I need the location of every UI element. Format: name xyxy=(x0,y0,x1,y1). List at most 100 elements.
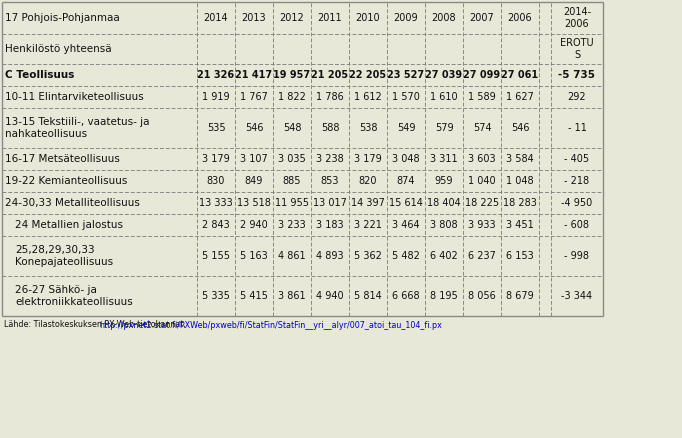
Text: 1 767: 1 767 xyxy=(240,92,268,102)
Text: 5 163: 5 163 xyxy=(240,251,268,261)
Text: 2012: 2012 xyxy=(280,13,304,23)
Text: 23 527: 23 527 xyxy=(387,70,425,80)
Text: 3 451: 3 451 xyxy=(506,220,534,230)
Bar xyxy=(2,2,603,316)
Text: 6 668: 6 668 xyxy=(392,291,420,301)
Text: 874: 874 xyxy=(397,176,415,186)
Text: 17 Pohjois-Pohjanmaa: 17 Pohjois-Pohjanmaa xyxy=(5,13,120,23)
Text: -5 735: -5 735 xyxy=(559,70,595,80)
Text: 13-15 Tekstiili-, vaatetus- ja
nahkateollisuus: 13-15 Tekstiili-, vaatetus- ja nahkateol… xyxy=(5,117,149,139)
Text: 1 610: 1 610 xyxy=(430,92,458,102)
Text: 8 679: 8 679 xyxy=(506,291,534,301)
Text: 16-17 Metsäteollisuus: 16-17 Metsäteollisuus xyxy=(5,154,120,164)
Text: 2006: 2006 xyxy=(507,13,533,23)
Text: 2014: 2014 xyxy=(204,13,228,23)
Text: 1 040: 1 040 xyxy=(468,176,496,186)
Text: 18 404: 18 404 xyxy=(427,198,461,208)
Text: 5 415: 5 415 xyxy=(240,291,268,301)
Text: 24 Metallien jalostus: 24 Metallien jalostus xyxy=(15,220,123,230)
Text: 849: 849 xyxy=(245,176,263,186)
Text: - 998: - 998 xyxy=(565,251,589,261)
Text: 3 464: 3 464 xyxy=(392,220,420,230)
Text: 959: 959 xyxy=(434,176,454,186)
Text: 5 335: 5 335 xyxy=(202,291,230,301)
Text: 3 584: 3 584 xyxy=(506,154,534,164)
Text: 19-22 Kemianteollisuus: 19-22 Kemianteollisuus xyxy=(5,176,128,186)
Text: 292: 292 xyxy=(567,92,587,102)
Text: 5 482: 5 482 xyxy=(392,251,420,261)
Text: 6 402: 6 402 xyxy=(430,251,458,261)
Text: -3 344: -3 344 xyxy=(561,291,593,301)
Text: 2009: 2009 xyxy=(394,13,418,23)
Text: 3 035: 3 035 xyxy=(278,154,306,164)
Text: 5 814: 5 814 xyxy=(354,291,382,301)
Text: 18 283: 18 283 xyxy=(503,198,537,208)
Text: Lähde: Tilastokeskuksen PX-Web-tietokannat,: Lähde: Tilastokeskuksen PX-Web-tietokann… xyxy=(4,321,188,329)
Text: 885: 885 xyxy=(283,176,301,186)
Text: 25,28,29,30,33
Konepajateollisuus: 25,28,29,30,33 Konepajateollisuus xyxy=(15,245,113,267)
Text: 4 861: 4 861 xyxy=(278,251,306,261)
Text: 1 589: 1 589 xyxy=(468,92,496,102)
Text: - 11: - 11 xyxy=(567,123,587,133)
Text: 1 919: 1 919 xyxy=(202,92,230,102)
Text: 3 048: 3 048 xyxy=(392,154,420,164)
Text: EROTU
S: EROTU S xyxy=(560,38,594,60)
Text: 4 940: 4 940 xyxy=(316,291,344,301)
Text: 1 048: 1 048 xyxy=(506,176,534,186)
Text: 538: 538 xyxy=(359,123,377,133)
Text: 3 238: 3 238 xyxy=(316,154,344,164)
Text: 6 153: 6 153 xyxy=(506,251,534,261)
Text: 8 195: 8 195 xyxy=(430,291,458,301)
Text: -4 950: -4 950 xyxy=(561,198,593,208)
Text: 1 612: 1 612 xyxy=(354,92,382,102)
Text: - 608: - 608 xyxy=(565,220,589,230)
Text: 2 940: 2 940 xyxy=(240,220,268,230)
Text: 2013: 2013 xyxy=(241,13,266,23)
Text: 2014-
2006: 2014- 2006 xyxy=(563,7,591,29)
Text: 820: 820 xyxy=(359,176,377,186)
Text: 548: 548 xyxy=(283,123,301,133)
Text: 14 397: 14 397 xyxy=(351,198,385,208)
Text: 21 205: 21 205 xyxy=(312,70,349,80)
Text: 3 179: 3 179 xyxy=(202,154,230,164)
Text: 3 933: 3 933 xyxy=(468,220,496,230)
Text: 15 614: 15 614 xyxy=(389,198,423,208)
Text: Henkilöstö yhteensä: Henkilöstö yhteensä xyxy=(5,44,112,54)
Text: 1 627: 1 627 xyxy=(506,92,534,102)
Text: http://pxnet2.stat.fi/PXWeb/pxweb/fi/StatFin/StatFin__yri__alyr/007_atoi_tau_104: http://pxnet2.stat.fi/PXWeb/pxweb/fi/Sta… xyxy=(99,321,442,329)
Text: 3 179: 3 179 xyxy=(354,154,382,164)
Text: 830: 830 xyxy=(207,176,225,186)
Text: 13 017: 13 017 xyxy=(313,198,347,208)
Text: - 218: - 218 xyxy=(565,176,589,186)
Text: 13 518: 13 518 xyxy=(237,198,271,208)
Text: 6 237: 6 237 xyxy=(468,251,496,261)
Text: 5 362: 5 362 xyxy=(354,251,382,261)
Text: 24-30,33 Metalliteollisuus: 24-30,33 Metalliteollisuus xyxy=(5,198,140,208)
Text: - 405: - 405 xyxy=(565,154,589,164)
Text: 21 417: 21 417 xyxy=(235,70,273,80)
Text: 3 861: 3 861 xyxy=(278,291,306,301)
Text: 3 221: 3 221 xyxy=(354,220,382,230)
Text: 3 183: 3 183 xyxy=(316,220,344,230)
Text: 8 056: 8 056 xyxy=(468,291,496,301)
Text: 22 205: 22 205 xyxy=(349,70,387,80)
Text: 546: 546 xyxy=(245,123,263,133)
Text: 579: 579 xyxy=(434,123,454,133)
Text: 3 808: 3 808 xyxy=(430,220,458,230)
Text: 19 957: 19 957 xyxy=(273,70,310,80)
Text: 2 843: 2 843 xyxy=(202,220,230,230)
Text: 27 099: 27 099 xyxy=(464,70,501,80)
Text: 13 333: 13 333 xyxy=(199,198,233,208)
Text: 4 893: 4 893 xyxy=(316,251,344,261)
Text: 3 107: 3 107 xyxy=(240,154,268,164)
Text: 21 326: 21 326 xyxy=(197,70,235,80)
Text: 1 570: 1 570 xyxy=(392,92,420,102)
Text: 27 039: 27 039 xyxy=(426,70,462,80)
Text: 588: 588 xyxy=(321,123,339,133)
Text: 10-11 Elintarviketeollisuus: 10-11 Elintarviketeollisuus xyxy=(5,92,144,102)
Text: 26-27 Sähkö- ja
elektroniikkateollisuus: 26-27 Sähkö- ja elektroniikkateollisuus xyxy=(15,285,133,307)
Text: 535: 535 xyxy=(207,123,225,133)
Text: 549: 549 xyxy=(397,123,415,133)
Text: 3 311: 3 311 xyxy=(430,154,458,164)
Text: 11 955: 11 955 xyxy=(275,198,309,208)
